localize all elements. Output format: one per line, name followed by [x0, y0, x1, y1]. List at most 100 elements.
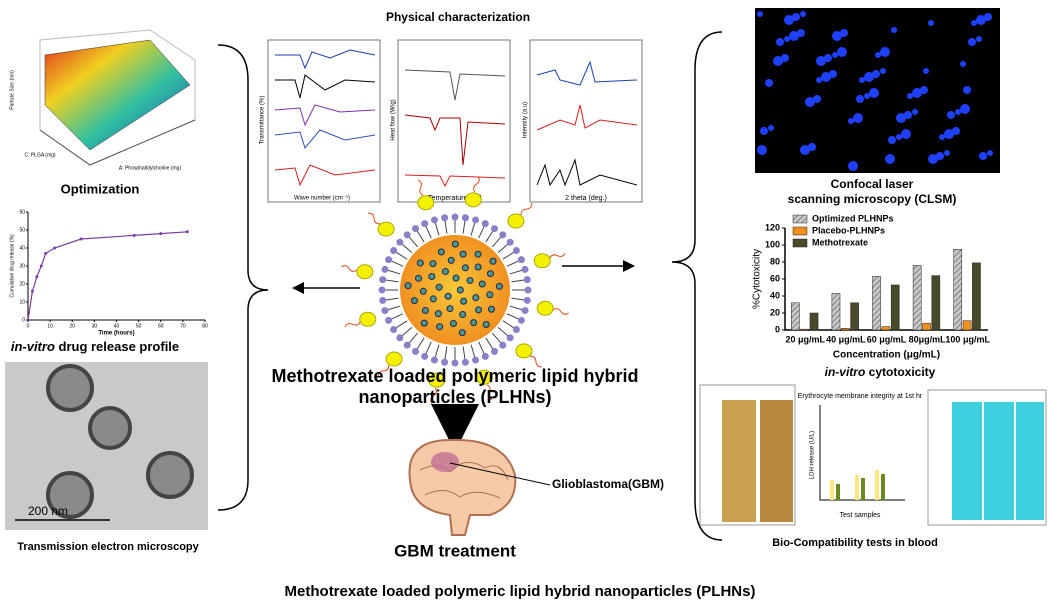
- lipid-tail: [502, 251, 515, 260]
- nucleus: [816, 77, 822, 83]
- lipid-head: [499, 341, 507, 349]
- x-tick-label: 40: [114, 323, 120, 329]
- bar: [809, 312, 819, 331]
- lipid-tail: [408, 236, 419, 248]
- biocompat-panel: Erythrocyte membrane integrity at 1st hr…: [699, 384, 1047, 526]
- x-tick-label: 50: [136, 323, 142, 329]
- drug: [486, 270, 494, 278]
- cytotoxicity-chart: 0 20 40 60 80 100 120 %Cytotoxicity 20 μg/mL 40 μ…: [752, 213, 991, 360]
- axis-label: Heat flow (W/g): [391, 99, 397, 140]
- drug: [435, 283, 443, 291]
- axis-label: Time (hours): [98, 331, 134, 337]
- nucleus: [816, 56, 826, 66]
- lipid-head: [379, 296, 387, 304]
- ligand: [417, 195, 435, 211]
- lipid-head: [390, 325, 398, 333]
- nucleus: [987, 150, 993, 156]
- lipid-head: [517, 316, 525, 324]
- lipid-head: [472, 216, 480, 224]
- lipid-head: [441, 214, 449, 222]
- lipid-tail: [385, 297, 399, 301]
- nucleus: [840, 29, 848, 37]
- line: [27, 231, 188, 321]
- y-tick-label: 40: [770, 290, 780, 300]
- nucleus: [955, 109, 961, 115]
- scale-bar: 200 nm: [28, 504, 68, 518]
- lipid-head: [378, 286, 386, 294]
- core: [400, 235, 510, 345]
- legend-swatch: [792, 226, 808, 236]
- peg: [529, 355, 542, 368]
- nucleus: [781, 54, 789, 62]
- bar: [800, 328, 810, 331]
- axis-label: Temperature (°C): [428, 194, 482, 202]
- drug: [458, 329, 466, 337]
- nucleus: [891, 27, 897, 33]
- point: [44, 251, 48, 255]
- label-part: drug release profile: [55, 339, 179, 354]
- lipid-tail: [478, 341, 485, 354]
- lipid-tail: [509, 269, 523, 275]
- label-part: cytotoxicity: [865, 365, 935, 379]
- panel-label: Bio-Compatibility tests in blood: [772, 537, 938, 549]
- nucleus: [792, 13, 800, 21]
- nucleus: [776, 38, 784, 46]
- y-tick-label: 10: [19, 299, 25, 305]
- lipid-tail: [401, 326, 413, 337]
- lipid-head: [481, 352, 489, 360]
- point: [159, 232, 163, 236]
- axis-label: Particle Size (nm): [9, 70, 15, 110]
- header-title: Physical characterization: [386, 10, 530, 24]
- nucleus: [947, 111, 955, 119]
- nucleus: [859, 77, 865, 83]
- chart-title: Erythrocyte membrane integrity at 1st hr: [798, 393, 923, 400]
- lipid-tail: [485, 230, 494, 243]
- nucleus: [901, 129, 911, 139]
- y-tick-label: 20: [19, 281, 25, 287]
- lipid-tail: [506, 260, 519, 267]
- lipid-head: [430, 216, 438, 224]
- bar: [831, 293, 841, 331]
- lipid-head: [517, 256, 525, 264]
- x-tick-label: 20 μg/mL: [786, 334, 826, 344]
- nanoparticle: [341, 176, 569, 404]
- bar: [953, 249, 963, 331]
- peg: [520, 203, 533, 216]
- x-tick-label: 100 μg/mL: [945, 334, 990, 344]
- lipid-head: [499, 231, 507, 239]
- lipid-tail: [416, 230, 425, 243]
- axis-label: Cumulative drug release (%): [9, 234, 15, 298]
- lipid-head: [521, 307, 529, 315]
- brace: [671, 31, 723, 541]
- lipid-head: [421, 352, 429, 360]
- lipid-tail: [444, 346, 448, 360]
- nucleus: [896, 134, 902, 140]
- drug: [475, 306, 483, 314]
- lipid-tail: [502, 320, 515, 329]
- lipid-tail: [506, 313, 519, 320]
- axis-label: C: PLGA (mg): [24, 152, 55, 158]
- nucleus: [832, 31, 842, 41]
- lipid-tail: [416, 337, 425, 350]
- lipid-head: [506, 334, 514, 342]
- bar: [791, 302, 800, 331]
- drug: [472, 294, 480, 302]
- bar: [890, 284, 900, 331]
- nucleus: [923, 68, 929, 74]
- lipid-tail: [491, 236, 502, 248]
- axis-label: Intensity (a.u): [523, 102, 529, 138]
- nucleus: [864, 72, 874, 82]
- nucleus: [784, 36, 790, 42]
- dsc-panel: Temperature (°C) Heat flow (W/g): [391, 39, 511, 203]
- drug: [495, 282, 503, 290]
- lipid-tail: [387, 305, 401, 311]
- nucleus: [800, 145, 810, 155]
- drug: [489, 257, 497, 265]
- lipid-tail: [391, 313, 404, 320]
- lipid-head: [490, 225, 498, 233]
- lipid-head: [523, 276, 531, 284]
- nucleus: [808, 143, 816, 151]
- nucleus: [797, 29, 805, 37]
- nucleus: [928, 154, 938, 164]
- point: [39, 264, 43, 268]
